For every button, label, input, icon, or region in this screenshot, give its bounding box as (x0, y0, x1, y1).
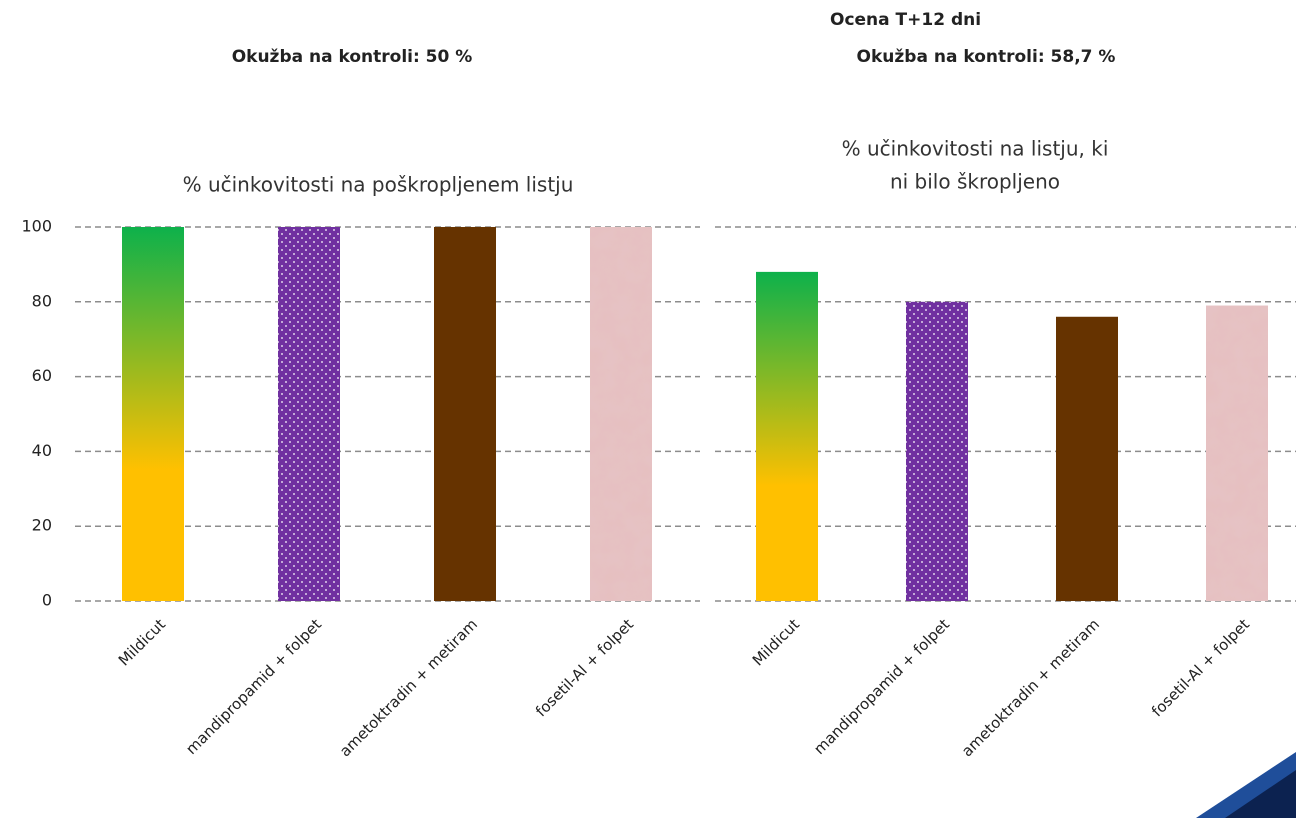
x-tick-label: fosetil-Al + folpet (1148, 615, 1253, 720)
header-left: Okužba na kontroli: 50 % (232, 47, 473, 67)
bar (278, 227, 340, 601)
y-tick-label: 60 (32, 366, 52, 385)
y-tick-label: 40 (32, 441, 52, 460)
header-right-line: Okužba na kontroli: 58,7 % (857, 47, 1116, 67)
x-tick-label: ametoktradin + metiram (958, 615, 1103, 760)
bar (906, 301, 968, 601)
y-tick-label: 100 (21, 217, 52, 236)
bar (1056, 316, 1118, 601)
x-tick-label: fosetil-Al + folpet (532, 615, 637, 720)
x-tick-label: Mildicut (749, 615, 803, 669)
x-tick-label: Mildicut (115, 615, 169, 669)
chart-title: ni bilo škropljeno (890, 170, 1060, 194)
x-tick-label: mandipropamid + folpet (810, 615, 953, 758)
bar (1206, 305, 1268, 601)
y-tick-label: 20 (32, 516, 52, 535)
bar (590, 227, 652, 601)
bar (122, 227, 184, 601)
chart-title: % učinkovitosti na listju, ki (842, 137, 1109, 161)
x-tick-label: mandipropamid + folpet (182, 615, 325, 758)
corner-decoration (1225, 770, 1296, 818)
chart-title: % učinkovitosti na poškropljenem listju (183, 173, 574, 197)
x-tick-label: ametoktradin + metiram (336, 615, 481, 760)
bar (434, 227, 496, 601)
bar (756, 271, 818, 601)
header-right-line: Ocena T+12 dni (830, 10, 981, 30)
y-tick-label: 0 (42, 591, 52, 610)
y-tick-label: 80 (32, 291, 52, 310)
